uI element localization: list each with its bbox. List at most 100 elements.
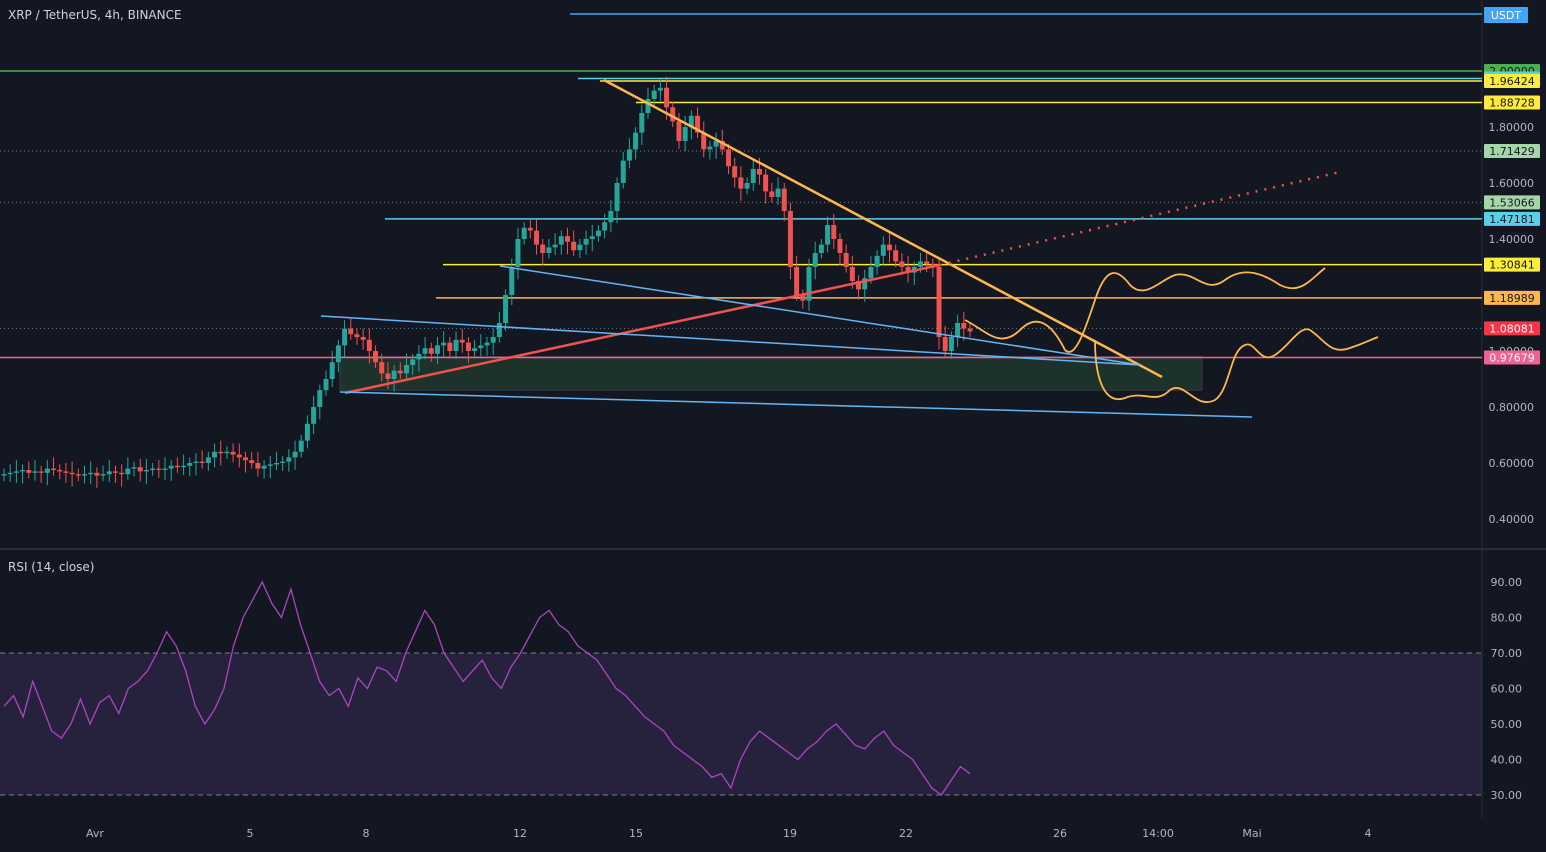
- candle-body: [156, 468, 162, 470]
- candle-body: [726, 149, 731, 167]
- candle-body: [397, 370, 403, 374]
- candle-body: [794, 267, 800, 295]
- candle-body: [174, 465, 180, 468]
- candle-body: [769, 191, 775, 197]
- candle-body: [218, 451, 224, 454]
- candle-body: [199, 461, 205, 463]
- candle-body: [391, 370, 397, 379]
- price-label-badge: [1484, 321, 1540, 336]
- projected-support-line: [939, 170, 1341, 267]
- candle-body: [948, 337, 954, 351]
- x-tick-label: 8: [363, 827, 370, 840]
- candle-body: [478, 345, 484, 349]
- x-tick-label: 22: [899, 827, 913, 840]
- candle-body: [503, 295, 509, 323]
- candle-body: [744, 183, 750, 189]
- candle-body: [775, 188, 781, 197]
- candle-body: [255, 463, 261, 469]
- candle-body: [620, 160, 626, 183]
- x-tick-label: Mai: [1242, 827, 1261, 840]
- candle-body: [639, 113, 645, 133]
- candle-body: [404, 365, 409, 374]
- chart-title: XRP / TetherUS, 4h, BINANCE: [8, 8, 182, 22]
- candle-body: [360, 337, 366, 340]
- price-label-badge: [1484, 211, 1540, 226]
- y-tick-label: 1.60000: [1489, 177, 1535, 190]
- currency-label: USDT: [1491, 9, 1522, 22]
- candle-body: [106, 471, 112, 475]
- candle-body: [843, 253, 849, 267]
- x-tick-label: Avr: [86, 827, 104, 840]
- candle-body: [212, 451, 218, 458]
- candle-body: [682, 127, 688, 141]
- candle-body: [781, 188, 787, 211]
- candle-body: [267, 464, 273, 466]
- candle-body: [899, 261, 905, 267]
- candle-body: [1, 474, 7, 476]
- candle-body: [713, 141, 719, 147]
- candle-body: [286, 457, 292, 462]
- candle-body: [608, 211, 614, 223]
- candle-body: [583, 239, 589, 245]
- candle-body: [311, 407, 317, 424]
- candle-body: [143, 470, 149, 472]
- candle-body: [527, 227, 533, 231]
- price-label-badge: [1484, 195, 1540, 210]
- candle-body: [243, 457, 248, 461]
- candle-body: [571, 241, 577, 251]
- candle-body: [732, 166, 738, 178]
- candle-body: [7, 472, 13, 475]
- candle-body: [162, 468, 168, 470]
- y-tick-label: 1.80000: [1489, 121, 1535, 134]
- candle-body: [893, 250, 899, 262]
- candle-body: [187, 463, 193, 466]
- price-label-text: 1.08081: [1489, 322, 1535, 335]
- candle-body: [150, 468, 156, 470]
- price-label-text: 1.18989: [1489, 292, 1535, 305]
- candle-body: [100, 474, 106, 476]
- candle-body: [205, 457, 211, 463]
- candle-body: [862, 278, 868, 290]
- candle-body: [472, 348, 478, 351]
- candle-body: [453, 339, 459, 351]
- price-label-text: 1.88728: [1489, 97, 1535, 110]
- candle-body: [20, 470, 26, 472]
- candle-body: [273, 463, 279, 465]
- x-tick-label: 4: [1365, 827, 1372, 840]
- candle-body: [373, 351, 379, 363]
- candle-body: [614, 183, 620, 211]
- price-label-text: 1.71429: [1489, 145, 1535, 158]
- candle-body: [496, 323, 502, 337]
- x-tick-label: 19: [783, 827, 797, 840]
- candle-body: [552, 244, 558, 248]
- price-label-text: 1.53066: [1489, 196, 1535, 209]
- x-tick-label: 5: [247, 827, 254, 840]
- rsi-title: RSI (14, close): [8, 560, 95, 574]
- candle-body: [465, 342, 471, 351]
- candle-body: [441, 342, 447, 346]
- rsi-tick-label: 30.00: [1491, 789, 1523, 802]
- candle-body: [379, 362, 385, 374]
- candle-body: [44, 468, 50, 473]
- candle-body: [688, 115, 694, 127]
- candle-body: [701, 132, 707, 150]
- candle-body: [589, 236, 595, 239]
- candle-body: [521, 227, 527, 239]
- rsi-tick-label: 40.00: [1491, 754, 1523, 767]
- candle-body: [558, 236, 564, 245]
- candle-body: [806, 267, 812, 301]
- candle-body: [565, 236, 570, 242]
- price-label-text: 1.96424: [1489, 75, 1535, 88]
- candle-body: [534, 230, 540, 245]
- candle-body: [193, 461, 199, 463]
- candle-body: [695, 115, 701, 133]
- candle-body: [224, 451, 230, 454]
- candle-body: [577, 244, 583, 251]
- candle-body: [967, 328, 973, 332]
- candle-body: [168, 465, 174, 469]
- x-tick-label: 15: [629, 827, 643, 840]
- candle-body: [26, 470, 32, 473]
- candle-body: [13, 471, 19, 473]
- candle-body: [849, 267, 855, 281]
